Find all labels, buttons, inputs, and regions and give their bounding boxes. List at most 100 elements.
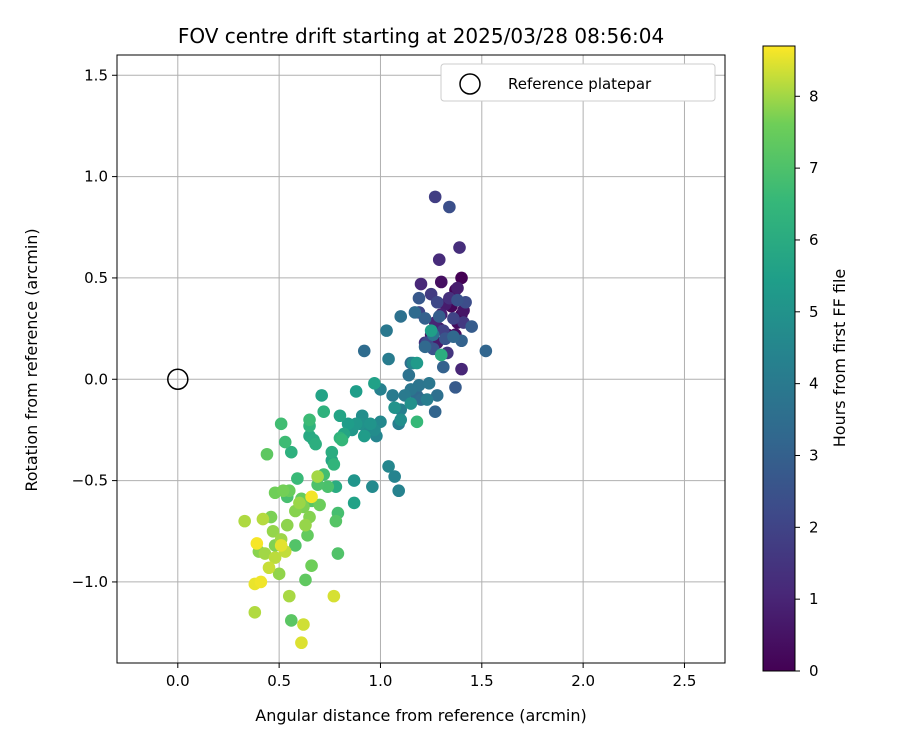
data-point: [256, 512, 270, 526]
data-point: [432, 310, 446, 323]
colorbar-tick-label: 6: [809, 231, 819, 249]
y-tick-label: −0.5: [72, 472, 108, 490]
data-point: [418, 312, 432, 325]
data-point: [280, 518, 294, 532]
data-point: [451, 293, 464, 307]
colorbar-tick-label: 4: [809, 375, 819, 393]
data-point: [408, 306, 422, 319]
data-point: [420, 393, 434, 406]
data-point: [335, 433, 349, 447]
data-point: [238, 514, 251, 528]
data-point: [451, 281, 464, 295]
colorbar-tick-label: 3: [809, 446, 819, 464]
data-point: [388, 401, 401, 414]
data-point: [447, 312, 460, 325]
data-point: [432, 253, 446, 266]
colorbar-tick-label: 1: [809, 590, 819, 608]
data-point: [382, 352, 395, 366]
data-point: [414, 277, 428, 291]
data-point: [366, 480, 379, 493]
data-point: [274, 417, 288, 431]
y-tick-label: 1.5: [84, 66, 108, 84]
chart-title: FOV centre drift starting at 2025/03/28 …: [178, 24, 664, 48]
x-tick-label: 0.5: [267, 672, 291, 690]
data-point: [254, 575, 268, 589]
data-point: [250, 537, 264, 550]
data-point: [284, 614, 298, 627]
data-point: [394, 310, 408, 323]
x-tick-label: 1.0: [369, 672, 393, 690]
x-axis-label: Angular distance from reference (arcmin): [255, 706, 586, 725]
data-point: [404, 397, 418, 410]
data-point: [274, 539, 288, 552]
data-point: [380, 324, 393, 337]
colorbar-ticks: 0 1 2 3 4 5 6 7 8: [795, 87, 819, 680]
data-point: [453, 241, 466, 254]
data-point: [327, 589, 341, 603]
data-point: [422, 377, 436, 390]
data-point: [430, 389, 444, 402]
colorbar-tick-label: 0: [809, 662, 819, 680]
y-tick-label: 0.0: [84, 370, 108, 388]
data-point: [317, 405, 331, 418]
data-point: [262, 561, 276, 575]
data-point: [402, 368, 416, 382]
colorbar: 0 1 2 3 4 5 6 7 8 Hours from first FF file: [762, 45, 849, 680]
data-point: [309, 437, 322, 451]
data-point: [443, 200, 456, 214]
x-tick-label: 2.5: [673, 672, 697, 690]
data-point: [430, 295, 444, 309]
y-tick-label: −1.0: [72, 573, 108, 591]
data-point: [447, 330, 460, 344]
colorbar-tick-label: 2: [809, 518, 819, 536]
data-point: [297, 618, 310, 631]
data-point: [388, 470, 401, 483]
data-point: [305, 490, 318, 504]
data-point: [394, 413, 408, 427]
colorbar-tick-label: 8: [809, 87, 819, 105]
data-point: [428, 405, 442, 418]
legend-box: [440, 63, 716, 102]
data-point: [479, 344, 493, 358]
data-point: [368, 377, 381, 390]
y-axis-label: Rotation from reference (arcmin): [22, 228, 41, 491]
colorbar-tick-label: 7: [809, 159, 819, 177]
colorbar-tick-label: 5: [809, 303, 819, 321]
data-point: [299, 518, 312, 532]
data-point: [364, 417, 377, 431]
data-point: [291, 472, 304, 485]
data-point: [293, 496, 306, 510]
data-point: [386, 389, 399, 402]
data-point: [325, 445, 339, 459]
reference-platepar-marker: [167, 368, 189, 391]
data-point: [289, 539, 302, 552]
data-point: [282, 589, 296, 603]
data-point: [349, 385, 363, 398]
data-point: [248, 606, 262, 619]
data-point: [455, 362, 468, 376]
data-point: [347, 496, 361, 510]
data-point: [299, 573, 312, 587]
legend-label: Reference platepar: [508, 75, 652, 93]
data-point: [284, 445, 298, 459]
data-point: [347, 474, 361, 487]
data-point: [434, 275, 448, 289]
data-point: [276, 484, 290, 498]
data-point: [410, 415, 424, 429]
data-point: [258, 547, 272, 560]
data-point: [295, 636, 308, 650]
data-point: [268, 551, 282, 564]
data-point: [436, 360, 450, 374]
data-point: [382, 460, 395, 473]
data-point: [331, 547, 345, 560]
data-point: [329, 514, 343, 528]
colorbar-label: Hours from first FF file: [830, 269, 849, 448]
x-axis-ticks: 0.0 0.5 1.0 1.5 2.0 2.5: [166, 663, 697, 690]
data-point: [321, 480, 335, 493]
data-point: [428, 190, 442, 204]
data-point: [305, 559, 318, 573]
data-point: [341, 417, 355, 431]
plot-frame: [116, 54, 726, 664]
